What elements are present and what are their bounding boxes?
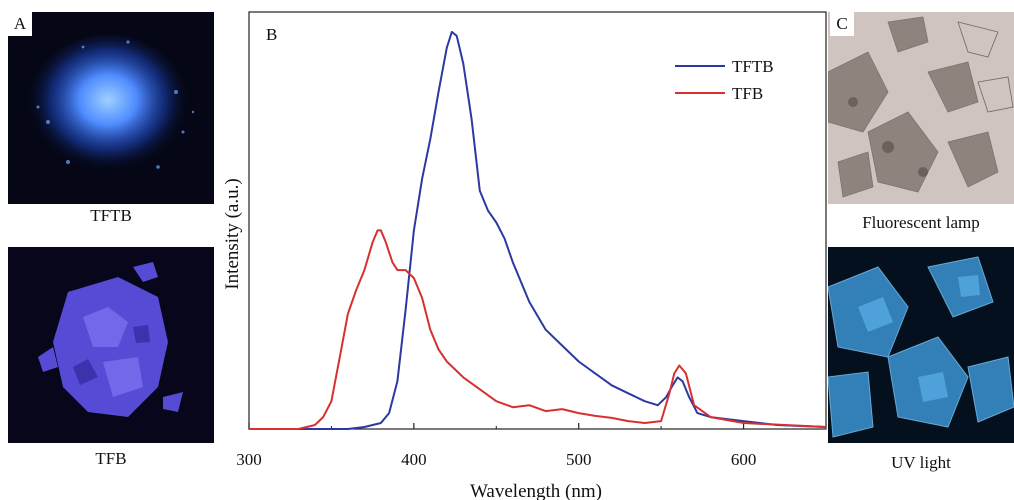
chart-panel-frame xyxy=(248,11,827,430)
panel-b-label: B xyxy=(266,25,277,44)
x-axis-label: Wavelength (nm) xyxy=(470,481,602,500)
legend-label-tfb: TFB xyxy=(732,84,763,103)
uv-light-image xyxy=(828,247,1014,443)
tfb-powder-image xyxy=(8,247,214,443)
fluorescent-lamp-image xyxy=(828,12,1014,204)
tfb-caption: TFB xyxy=(95,449,127,468)
tftb-powder-photo xyxy=(8,12,214,204)
uv-light-caption: UV light xyxy=(891,453,951,472)
x-tick-label: 500 xyxy=(566,450,592,469)
x-tick-label: 400 xyxy=(401,450,427,469)
legend-label-tftb: TFTB xyxy=(732,57,774,76)
series-line-tfb xyxy=(249,229,827,430)
series-line-tftb xyxy=(249,30,827,430)
y-axis-label: Intensity (a.u.) xyxy=(222,178,243,289)
tfb-powder-photo xyxy=(8,247,214,443)
panel-c-label: C xyxy=(830,12,854,36)
x-tick-label: 600 xyxy=(731,450,757,469)
x-tick-label: 300 xyxy=(236,450,262,469)
uv-light-photo xyxy=(828,247,1014,443)
fluorescent-lamp-caption: Fluorescent lamp xyxy=(862,213,980,232)
tftb-caption: TFTB xyxy=(90,206,132,225)
fluorescent-lamp-photo xyxy=(828,12,1014,204)
panel-a-label: A xyxy=(8,12,32,36)
tftb-powder-image xyxy=(8,12,214,204)
